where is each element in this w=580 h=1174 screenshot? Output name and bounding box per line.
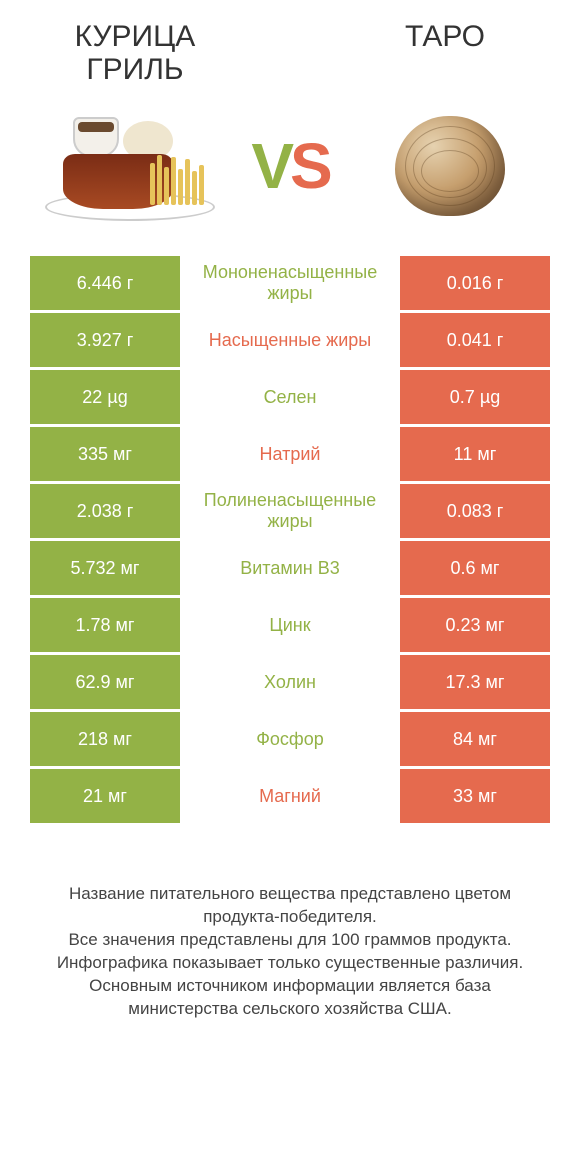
left-value-cell: 22 µg xyxy=(30,370,180,424)
nutrient-label-cell: Цинк xyxy=(180,598,400,652)
footer-notes: Название питательного вещества представл… xyxy=(30,883,550,1021)
nutrient-label-cell: Магний xyxy=(180,769,400,823)
left-product-title: КУРИЦА ГРИЛЬ xyxy=(30,20,240,86)
right-value-cell: 0.083 г xyxy=(400,484,550,538)
left-value-cell: 6.446 г xyxy=(30,256,180,310)
nutrient-label-cell: Холин xyxy=(180,655,400,709)
nutrient-label-cell: Фосфор xyxy=(180,712,400,766)
taro-icon xyxy=(385,106,515,226)
vs-s: S xyxy=(290,130,329,202)
table-row: 62.9 мгХолин17.3 мг xyxy=(30,655,550,709)
right-value-cell: 0.7 µg xyxy=(400,370,550,424)
footer-line: Инфографика показывает только существенн… xyxy=(36,952,544,975)
table-row: 218 мгФосфор84 мг xyxy=(30,712,550,766)
left-value-cell: 21 мг xyxy=(30,769,180,823)
right-value-cell: 0.016 г xyxy=(400,256,550,310)
vs-v: V xyxy=(251,130,290,202)
right-value-cell: 0.6 мг xyxy=(400,541,550,595)
left-value-cell: 5.732 мг xyxy=(30,541,180,595)
nutrient-label-cell: Селен xyxy=(180,370,400,424)
footer-line: Все значения представлены для 100 граммо… xyxy=(36,929,544,952)
table-row: 2.038 гПолиненасыщенные жиры0.083 г xyxy=(30,484,550,538)
table-row: 21 мгМагний33 мг xyxy=(30,769,550,823)
comparison-table: 6.446 гМононенасыщенные жиры0.016 г3.927… xyxy=(30,256,550,823)
table-row: 335 мгНатрий11 мг xyxy=(30,427,550,481)
chicken-plate-icon xyxy=(45,111,215,221)
right-value-cell: 17.3 мг xyxy=(400,655,550,709)
vs-label: VS xyxy=(230,129,350,203)
infographic-container: КУРИЦА ГРИЛЬ ТАРО xyxy=(0,0,580,1061)
title-row: КУРИЦА ГРИЛЬ ТАРО xyxy=(30,20,550,86)
image-row: VS xyxy=(30,106,550,226)
nutrient-label-cell: Полиненасыщенные жиры xyxy=(180,484,400,538)
left-value-cell: 3.927 г xyxy=(30,313,180,367)
right-value-cell: 84 мг xyxy=(400,712,550,766)
table-row: 6.446 гМононенасыщенные жиры0.016 г xyxy=(30,256,550,310)
nutrient-label-cell: Витамин B3 xyxy=(180,541,400,595)
table-row: 5.732 мгВитамин B30.6 мг xyxy=(30,541,550,595)
right-product-title: ТАРО xyxy=(340,20,550,53)
footer-line: Название питательного вещества представл… xyxy=(36,883,544,929)
table-row: 22 µgСелен0.7 µg xyxy=(30,370,550,424)
nutrient-label-cell: Насыщенные жиры xyxy=(180,313,400,367)
left-value-cell: 1.78 мг xyxy=(30,598,180,652)
right-value-cell: 11 мг xyxy=(400,427,550,481)
right-value-cell: 0.041 г xyxy=(400,313,550,367)
nutrient-label-cell: Натрий xyxy=(180,427,400,481)
left-value-cell: 218 мг xyxy=(30,712,180,766)
right-product-image xyxy=(350,106,550,226)
right-value-cell: 0.23 мг xyxy=(400,598,550,652)
nutrient-label-cell: Мононенасыщенные жиры xyxy=(180,256,400,310)
left-value-cell: 62.9 мг xyxy=(30,655,180,709)
table-row: 3.927 гНасыщенные жиры0.041 г xyxy=(30,313,550,367)
left-product-image xyxy=(30,111,230,221)
left-value-cell: 335 мг xyxy=(30,427,180,481)
footer-line: Основным источником информации является … xyxy=(36,975,544,1021)
table-row: 1.78 мгЦинк0.23 мг xyxy=(30,598,550,652)
left-value-cell: 2.038 г xyxy=(30,484,180,538)
right-value-cell: 33 мг xyxy=(400,769,550,823)
